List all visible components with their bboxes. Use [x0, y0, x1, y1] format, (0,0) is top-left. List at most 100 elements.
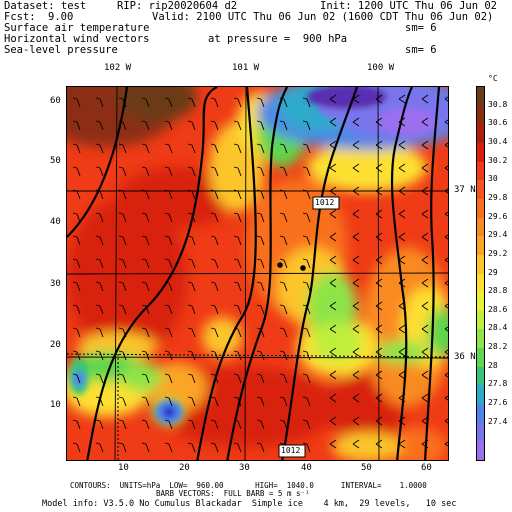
y-tick-label: 60: [50, 96, 61, 106]
wind-barb: [72, 189, 81, 200]
wind-barb: [398, 163, 406, 173]
wind-barb: [118, 327, 127, 338]
wind-barb: [118, 442, 127, 453]
station-marker: [277, 262, 283, 268]
wind-barb: [329, 439, 337, 449]
wind-barb: [444, 165, 448, 171]
wind-barb: [352, 163, 360, 173]
wind-barb: [233, 212, 242, 223]
wind-barb: [141, 350, 150, 361]
wind-barb: [72, 304, 81, 315]
wind-barb: [421, 416, 429, 426]
wind-barb: [444, 418, 448, 424]
colorbar-swatch: [477, 385, 484, 405]
init-time: Init: 1200 UTC Thu 06 Jun 02: [320, 0, 498, 12]
wind-barb: [444, 188, 448, 194]
wind-barb: [95, 258, 104, 269]
wind-barb: [72, 350, 81, 361]
barb-info: BARB VECTORS: FULL BARB = 5 m s⁻¹: [156, 489, 310, 498]
wind-barb: [141, 166, 150, 177]
wind-barb: [118, 143, 127, 154]
wind-barb: [72, 442, 81, 453]
wind-barb: [279, 350, 288, 361]
wind-barb: [164, 258, 173, 269]
wind-barb: [302, 304, 311, 315]
wind-barb: [421, 347, 429, 357]
wind-barb: [256, 166, 265, 177]
field-wind: Horizontal wind vectors: [4, 33, 150, 45]
wind-barb: [302, 396, 311, 407]
wind-barb: [421, 186, 429, 196]
wind-barb: [256, 373, 265, 384]
rip-label: RIP: rip20020604 d2: [117, 0, 238, 12]
wind-barb: [95, 235, 104, 246]
colorbar-swatch: [477, 236, 484, 256]
wind-barb: [210, 120, 219, 131]
wind-barb: [164, 97, 173, 108]
wind-barb: [279, 327, 288, 338]
wind-barb: [72, 327, 81, 338]
colorbar-tick-label: 30.6: [488, 118, 508, 128]
wind-barb: [72, 212, 81, 223]
wind-barb: [187, 258, 196, 269]
colorbar-tick-label: 30.2: [488, 155, 508, 165]
wind-barb: [118, 373, 127, 384]
wind-barb: [141, 327, 150, 338]
wind-barb: [375, 393, 383, 403]
wind-barb: [375, 278, 383, 288]
wind-barb: [444, 349, 448, 355]
wind-barb: [279, 419, 288, 430]
wind-barb: [72, 166, 81, 177]
wind-barb: [141, 212, 150, 223]
x-tick-label: 50: [361, 463, 372, 473]
wind-barb: [279, 396, 288, 407]
wind-barb: [329, 393, 337, 403]
wind-barb: [329, 232, 337, 242]
wind-barb: [72, 143, 81, 154]
wind-barb: [187, 97, 196, 108]
colorbar-swatch: [477, 366, 484, 386]
wind-barb: [279, 373, 288, 384]
wind-barb: [375, 117, 383, 127]
wind-barb: [375, 232, 383, 242]
wind-barb: [141, 189, 150, 200]
wind-barb: [352, 301, 360, 311]
wind-barb: [210, 442, 219, 453]
wind-barb: [279, 304, 288, 315]
wind-barb: [256, 258, 265, 269]
colorbar-swatch: [477, 404, 484, 424]
wind-barb: [256, 212, 265, 223]
wind-barb: [279, 281, 288, 292]
wind-barb: [421, 209, 429, 219]
colorbar-swatch: [477, 142, 484, 163]
wind-barb: [256, 120, 265, 131]
wind-barb: [210, 212, 219, 223]
wind-barb: [187, 304, 196, 315]
fcst-label: Fcst:: [4, 11, 36, 23]
wind-barb: [233, 327, 242, 338]
wind-barb: [352, 94, 360, 104]
wind-barb: [421, 163, 429, 173]
wind-barb: [141, 281, 150, 292]
wind-barb: [444, 395, 448, 401]
colorbar-tick-label: 27.4: [488, 416, 508, 426]
fcst-value: 9.00: [48, 11, 74, 23]
wind-barb: [210, 304, 219, 315]
wind-barb: [233, 419, 242, 430]
wind-barb: [302, 97, 311, 108]
wind-barb: [375, 439, 383, 449]
wind-barb: [164, 442, 173, 453]
wind-barb: [141, 143, 150, 154]
wind-barb: [421, 140, 429, 150]
colorbar-swatch: [477, 87, 484, 107]
wind-barb: [118, 212, 127, 223]
wind-barb: [210, 419, 219, 430]
wind-barb: [398, 94, 406, 104]
wind-barb: [187, 373, 196, 384]
wind-barb: [164, 281, 173, 292]
wind-barb: [72, 97, 81, 108]
contour-info: CONTOURS: UNITS=hPa LOW= 960.00 HIGH= 10…: [70, 481, 427, 490]
colorbar-tick-label: 30.8: [488, 99, 508, 109]
wind-barb: [302, 212, 311, 223]
colorbar-swatch: [477, 105, 484, 125]
